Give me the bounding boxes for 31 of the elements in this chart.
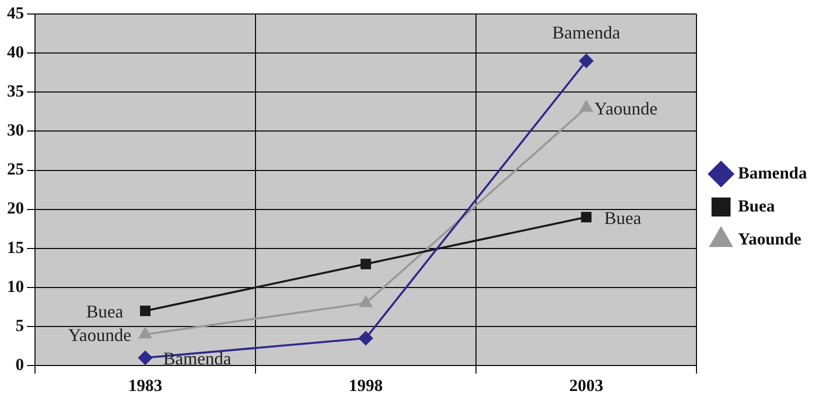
y-tick-label: 40 [7, 42, 24, 62]
legend-label: Yaounde [738, 229, 802, 248]
x-tick-label: 1983 [128, 376, 162, 396]
point [360, 258, 372, 270]
point [579, 54, 594, 68]
y-tick-label: 20 [7, 198, 24, 218]
legend-label: Bamenda [738, 163, 808, 182]
y-tick-label: 30 [7, 120, 24, 140]
annotation: Buea [604, 208, 642, 228]
y-tick-label: 5 [16, 316, 24, 335]
y-tick-label: 0 [16, 354, 24, 374]
annotation: Yaounde [594, 98, 658, 118]
annotation: Buea [86, 302, 124, 322]
x-tick-label: 2003 [569, 376, 604, 396]
point [580, 100, 592, 112]
y-tick-label: 10 [7, 276, 24, 296]
x-tick-label: 1998 [348, 376, 383, 396]
point [360, 296, 372, 308]
point [358, 331, 373, 346]
annotation: Bamenda [552, 22, 620, 43]
point [138, 350, 152, 365]
point [581, 212, 592, 222]
legend-label: Buea [738, 196, 776, 216]
annotation: Yaounde [68, 325, 132, 346]
annotation: Bamenda [163, 348, 232, 369]
point [140, 306, 150, 316]
y-tick-label: 25 [7, 160, 24, 179]
point [139, 327, 152, 338]
y-tick-label: 15 [7, 238, 24, 257]
y-tick-label: 45 [7, 3, 24, 22]
y-tick-label: 35 [7, 82, 24, 101]
